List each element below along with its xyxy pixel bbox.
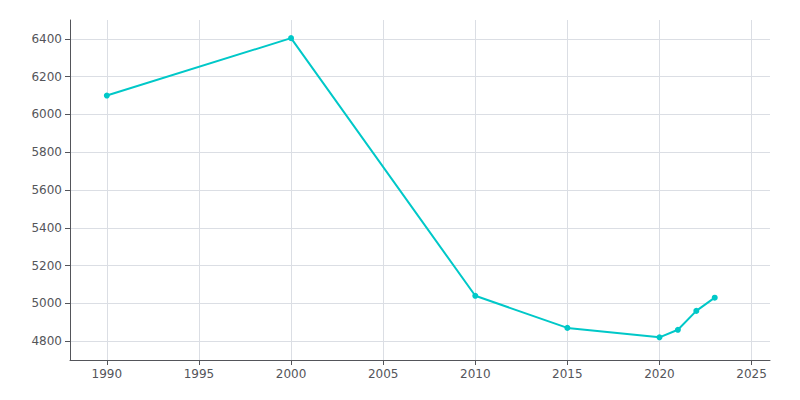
svg-text:5600: 5600 (31, 183, 62, 197)
svg-text:2000: 2000 (276, 367, 307, 381)
svg-text:1990: 1990 (92, 367, 123, 381)
svg-text:4800: 4800 (31, 334, 62, 348)
svg-text:5400: 5400 (31, 221, 62, 235)
svg-text:6000: 6000 (31, 107, 62, 121)
svg-text:2025: 2025 (736, 367, 767, 381)
svg-text:6200: 6200 (31, 70, 62, 84)
svg-text:5000: 5000 (31, 296, 62, 310)
svg-text:2010: 2010 (460, 367, 491, 381)
svg-text:2005: 2005 (368, 367, 399, 381)
svg-text:2020: 2020 (644, 367, 675, 381)
svg-text:6400: 6400 (31, 32, 62, 46)
svg-text:5800: 5800 (31, 145, 62, 159)
svg-text:2015: 2015 (552, 367, 583, 381)
svg-text:1995: 1995 (184, 367, 215, 381)
svg-text:5200: 5200 (31, 259, 62, 273)
